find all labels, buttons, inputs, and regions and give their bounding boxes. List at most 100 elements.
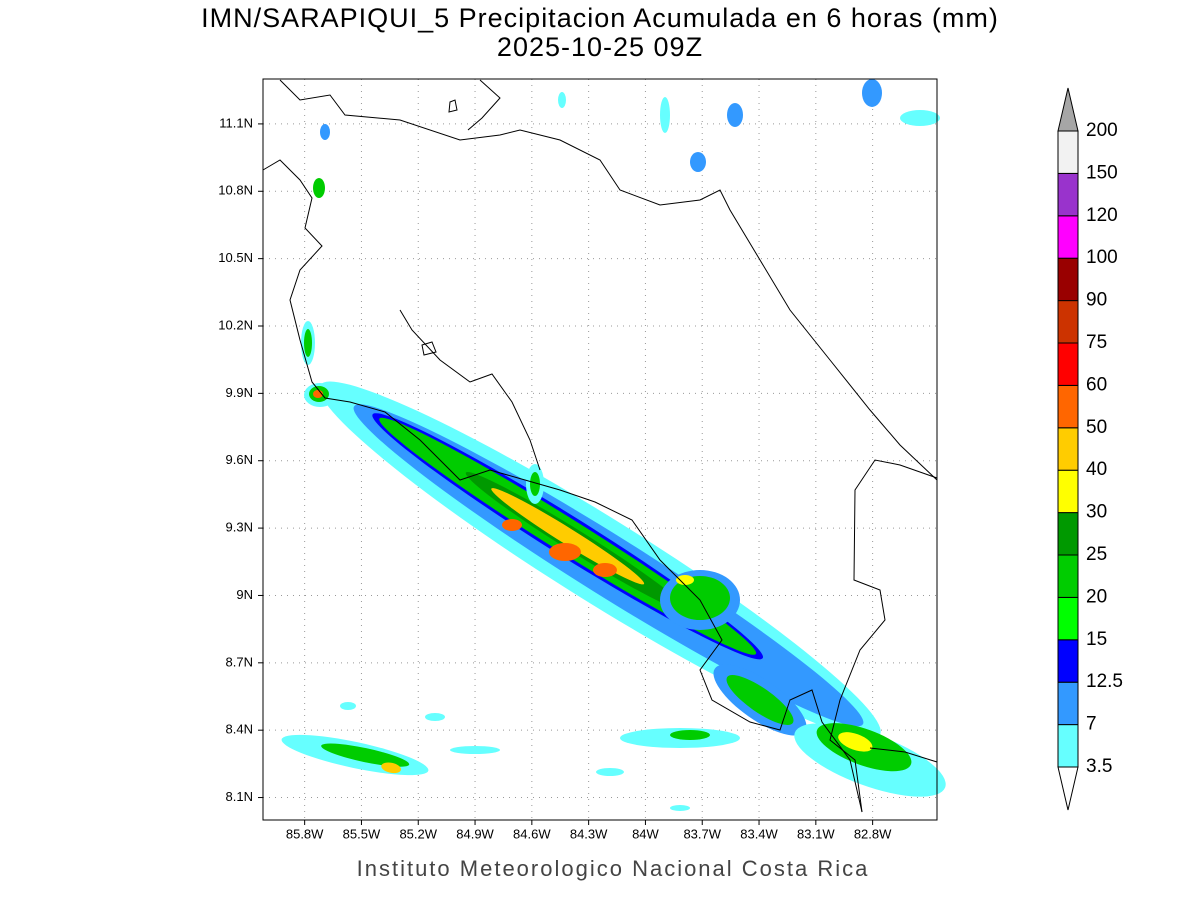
y-tick-label: 10.8N (218, 183, 253, 198)
colorbar-box (1057, 554, 1079, 598)
footer: Instituto Meteorologico Nacional Costa R… (357, 856, 870, 881)
x-tick-label: 83.4W (740, 826, 778, 841)
precip-area (313, 178, 325, 198)
island (421, 341, 437, 356)
colorbar-box (1057, 639, 1079, 683)
colorbar-box (1057, 130, 1079, 174)
y-tick-label: 11.1N (219, 115, 253, 130)
y-tick-label: 9.6N (226, 452, 253, 467)
colorbar: 3.5 7 12.5 15 20 25 30 40 50 60 75 90 100 120 150 200 (1057, 87, 1123, 811)
precip-area (838, 732, 873, 752)
plot-area: 85.8W 85.5W 85.2W 84.9W 84.6W 84.3W 84W 83.7W 83… (218, 78, 946, 841)
colorbar-label: 3.5 (1086, 756, 1112, 777)
colorbar-label: 12.5 (1086, 671, 1123, 692)
colorbar-label: 75 (1086, 332, 1107, 353)
precip-area (596, 768, 624, 776)
colorbar-label: 15 (1086, 629, 1107, 650)
y-tick-label: 8.1N (226, 789, 253, 804)
colorbar-box (1057, 172, 1079, 217)
precip-area (670, 576, 730, 620)
colorbar-box (1057, 427, 1079, 471)
coastline (262, 159, 863, 813)
colorbar-box (1057, 596, 1079, 641)
y-tick-label: 9.3N (226, 520, 253, 535)
colorbar-box (1057, 681, 1079, 726)
precip-area (660, 97, 670, 133)
y-tick-label: 8.4N (226, 722, 253, 737)
colorbar-box (1057, 215, 1079, 259)
precip-area (676, 575, 694, 585)
precip-area (450, 746, 500, 754)
coastline (279, 79, 938, 481)
colorbar-under (1057, 766, 1079, 811)
precip-area (425, 713, 445, 721)
x-tick-label: 84.9W (456, 826, 494, 841)
precip-area (690, 152, 706, 172)
border (829, 459, 938, 813)
colorbar-label: 40 (1086, 459, 1107, 480)
x-tick-label: 85.2W (399, 826, 437, 841)
precip-area (304, 329, 312, 357)
precip-area (593, 563, 617, 577)
x-tick-label: 85.8W (286, 826, 324, 841)
colorbar-label: 150 (1086, 162, 1118, 183)
colorbar-label: 100 (1086, 247, 1118, 268)
colorbar-label: 120 (1086, 205, 1118, 226)
precip-area (670, 730, 710, 740)
x-tick-label: 84.3W (570, 826, 608, 841)
colorbar-box (1057, 257, 1079, 302)
precip-area (381, 762, 401, 774)
colorbar-label: 30 (1086, 502, 1107, 523)
coastline (869, 747, 938, 763)
colorbar-box (1057, 300, 1079, 344)
precip-band (319, 381, 881, 739)
colorbar-label: 60 (1086, 374, 1107, 395)
colorbar-label: 200 (1086, 120, 1118, 141)
precip-area (670, 805, 690, 811)
coastlines (262, 79, 938, 813)
precip-area (726, 675, 794, 725)
map-frame (262, 78, 938, 821)
y-tick-label: 9N (236, 587, 253, 602)
precip-area (491, 488, 645, 585)
coastline (399, 309, 541, 471)
x-tick-label: 84W (632, 826, 659, 841)
colorbar-box (1057, 469, 1079, 514)
precip-area (502, 519, 522, 531)
colorbar-box (1057, 512, 1079, 556)
precip-area (321, 743, 410, 767)
precip-field (281, 79, 946, 811)
precip-area (862, 79, 882, 107)
precip-area (900, 110, 940, 126)
colorbar-label: 20 (1086, 586, 1107, 607)
x-tick-label: 85.5W (343, 826, 381, 841)
y-tick-label: 10.5N (218, 250, 253, 265)
precip-area (549, 543, 581, 561)
y-tick-label: 8.7N (226, 654, 253, 669)
colorbar-label: 90 (1086, 290, 1107, 311)
x-tick-label: 82.8W (854, 826, 892, 841)
colorbar-label: 50 (1086, 417, 1107, 438)
x-tick-label: 83.1W (797, 826, 835, 841)
map-subtitle: 2025-10-25 09Z (497, 32, 703, 62)
island (448, 99, 458, 113)
axis-ticks: 85.8W 85.5W 85.2W 84.9W 84.6W 84.3W 84W 83.7W 83… (218, 115, 892, 841)
precip-area (558, 92, 566, 108)
map-title: IMN/SARAPIQUI_5 Precipitacion Acumulada … (201, 3, 999, 33)
colorbar-box (1057, 724, 1079, 768)
colorbar-label: 25 (1086, 544, 1107, 565)
colorbar-box (1057, 384, 1079, 429)
x-tick-label: 84.6W (513, 826, 551, 841)
colorbar-over (1057, 87, 1079, 132)
precip-area (530, 472, 540, 496)
precip-area (340, 702, 356, 710)
colorbar-label: 7 (1086, 714, 1097, 735)
x-tick-label: 83.7W (683, 826, 721, 841)
precip-area (727, 103, 743, 127)
coastline (467, 79, 501, 131)
y-tick-label: 9.9N (226, 385, 253, 400)
y-tick-label: 10.2N (218, 317, 253, 332)
colorbar-box (1057, 342, 1079, 386)
precip-area (320, 124, 330, 140)
